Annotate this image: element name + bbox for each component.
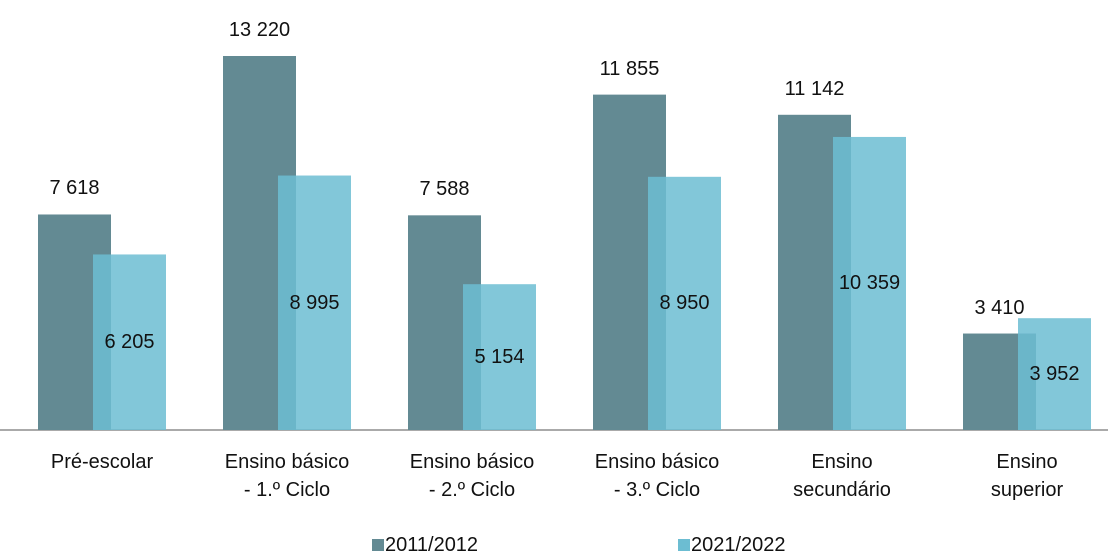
value-label: 11 142 xyxy=(784,77,845,100)
value-label: 11 855 xyxy=(599,57,660,80)
x-tick-label: Ensino secundário xyxy=(793,451,891,501)
value-label: 8 950 xyxy=(659,292,710,315)
bar xyxy=(1018,318,1091,430)
legend-label: 2021/2022 xyxy=(691,534,786,555)
bar xyxy=(833,136,906,430)
value-label: 7 618 xyxy=(49,177,100,200)
value-label: 10 359 xyxy=(838,272,901,295)
legend-swatch xyxy=(372,539,384,551)
bar xyxy=(463,284,536,430)
value-label: 3 952 xyxy=(1029,363,1080,386)
bar xyxy=(93,254,166,430)
value-label: 6 205 xyxy=(104,331,155,354)
bar xyxy=(648,176,721,430)
value-label: 7 588 xyxy=(419,178,470,201)
value-label: 3 410 xyxy=(974,296,1025,319)
x-tick-label: Ensino básico - 1.º Ciclo xyxy=(224,451,350,501)
legend-swatch xyxy=(678,539,690,551)
value-label: 8 995 xyxy=(289,291,340,314)
x-tick-label: Ensino básico - 2.º Ciclo xyxy=(409,451,535,501)
value-label: 13 220 xyxy=(228,19,291,41)
value-label: 5 154 xyxy=(474,346,525,369)
x-tick-label: Ensino superior xyxy=(990,451,1064,501)
bar xyxy=(278,175,351,430)
legend-label: 2011/2012 xyxy=(385,534,479,555)
x-tick-label: Ensino básico - 3.º Ciclo xyxy=(594,451,720,501)
x-tick-label: Pré-escolar xyxy=(50,451,154,473)
